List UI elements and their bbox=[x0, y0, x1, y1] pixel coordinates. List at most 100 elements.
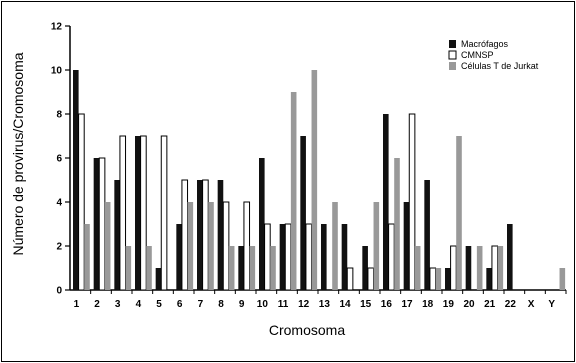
bar-c-lulas-t-de-jurkat-16 bbox=[394, 158, 400, 290]
bar-cmnsp-4 bbox=[140, 135, 147, 291]
x-tick-label: 17 bbox=[401, 299, 413, 310]
bar-cmnsp-2 bbox=[98, 157, 106, 291]
bar-cmnsp-3 bbox=[119, 135, 127, 291]
bar-c-lulas-t-de-jurkat-7 bbox=[208, 202, 214, 290]
bar-macr-fagos-5 bbox=[155, 268, 162, 290]
x-tick-label: 6 bbox=[177, 299, 183, 310]
y-tick-label: 6 bbox=[56, 154, 62, 165]
axes bbox=[65, 25, 567, 294]
x-tick-label: 14 bbox=[339, 299, 351, 310]
bar-c-lulas-t-de-jurkat-1 bbox=[84, 224, 90, 290]
legend-swatch bbox=[449, 62, 456, 70]
bar-macr-fagos-14 bbox=[341, 224, 348, 290]
legend-swatch bbox=[449, 40, 456, 48]
legend-label: Células T de Jurkat bbox=[461, 61, 539, 71]
x-tick-label: 16 bbox=[381, 299, 393, 310]
y-axis-label: Número de provirus/Cromosoma bbox=[10, 52, 26, 255]
x-tick-label: 19 bbox=[443, 299, 455, 310]
bar-cmnsp-16 bbox=[388, 223, 395, 291]
x-tick-label: 10 bbox=[257, 299, 269, 310]
x-tick-label: 21 bbox=[484, 299, 496, 310]
bar-cmnsp-19 bbox=[450, 245, 457, 291]
x-axis-label: Cromosoma bbox=[269, 322, 345, 338]
bar-cmnsp-21 bbox=[491, 245, 499, 291]
bar-macr-fagos-17 bbox=[403, 202, 410, 290]
y-tick-label: 0 bbox=[56, 286, 62, 297]
bar-c-lulas-t-de-jurkat-6 bbox=[187, 202, 194, 290]
x-tick-label: 4 bbox=[136, 299, 142, 310]
x-tick-label: 9 bbox=[239, 299, 245, 310]
bar-cmnsp-12 bbox=[305, 223, 313, 291]
legend-swatch bbox=[448, 50, 457, 60]
bar-c-lulas-t-de-jurkat-17 bbox=[414, 246, 421, 290]
bar-c-lulas-t-de-jurkat-12 bbox=[311, 70, 318, 290]
bar-c-lulas-t-de-jurkat-21 bbox=[497, 246, 504, 290]
x-tick-label: 18 bbox=[422, 299, 434, 310]
x-tick-label: 3 bbox=[115, 299, 121, 310]
x-tick-label: 20 bbox=[463, 299, 475, 310]
bar-cmnsp-14 bbox=[346, 267, 354, 291]
bars bbox=[73, 70, 566, 291]
bar-macr-fagos-6 bbox=[176, 224, 182, 290]
x-tick-label: 1 bbox=[74, 299, 80, 310]
bar-macr-fagos-22 bbox=[507, 224, 513, 290]
bar-cmnsp-5 bbox=[160, 135, 168, 291]
bar-cmnsp-9 bbox=[243, 201, 251, 291]
bar-macr-fagos-4 bbox=[135, 136, 141, 290]
y-tick-label: 12 bbox=[51, 22, 63, 33]
bar-macr-fagos-7 bbox=[197, 180, 203, 290]
bar-macr-fagos-8 bbox=[217, 180, 224, 290]
bar-macr-fagos-15 bbox=[362, 246, 368, 290]
x-tick-label: X bbox=[528, 299, 535, 310]
bar-c-lulas-t-de-jurkat-20 bbox=[476, 246, 483, 290]
bar-c-lulas-t-de-jurkat-11 bbox=[290, 92, 297, 290]
bar-c-lulas-t-de-jurkat-19 bbox=[456, 136, 462, 290]
y-tick-label: 10 bbox=[51, 66, 63, 77]
bar-c-lulas-t-de-jurkat-9 bbox=[249, 246, 256, 290]
bar-cmnsp-17 bbox=[408, 113, 416, 291]
x-tick-label: 12 bbox=[298, 299, 310, 310]
bar-macr-fagos-21 bbox=[486, 268, 492, 290]
bar-c-lulas-t-de-jurkat-3 bbox=[125, 246, 132, 290]
bar-macr-fagos-2 bbox=[93, 158, 100, 290]
bar-c-lulas-t-de-jurkat-10 bbox=[270, 246, 276, 290]
legend-label: CMNSP bbox=[461, 50, 494, 60]
bar-macr-fagos-19 bbox=[445, 268, 451, 290]
bar-macr-fagos-11 bbox=[279, 224, 286, 290]
x-tick-label: Y bbox=[548, 299, 555, 310]
x-tick-label: 15 bbox=[360, 299, 372, 310]
bar-cmnsp-11 bbox=[284, 223, 292, 291]
bar-macr-fagos-10 bbox=[259, 158, 265, 290]
bar-macr-fagos-12 bbox=[300, 136, 306, 290]
bar-macr-fagos-3 bbox=[114, 180, 120, 290]
bar-cmnsp-18 bbox=[429, 267, 437, 291]
bar-c-lulas-t-de-jurkat-8 bbox=[228, 246, 235, 290]
bar-macr-fagos-16 bbox=[383, 114, 389, 290]
bar-macr-fagos-13 bbox=[321, 224, 327, 290]
bar-c-lulas-t-de-jurkat-2 bbox=[104, 202, 111, 290]
bar-cmnsp-1 bbox=[78, 113, 85, 291]
bar-c-lulas-t-de-jurkat-13 bbox=[332, 202, 338, 290]
x-tick-label: 11 bbox=[278, 299, 289, 310]
bar-macr-fagos-1 bbox=[73, 70, 79, 290]
bar-macr-fagos-9 bbox=[238, 246, 244, 290]
bar-cmnsp-7 bbox=[202, 179, 209, 291]
bar-c-lulas-t-de-jurkat-4 bbox=[146, 246, 152, 290]
x-tick-label: 7 bbox=[198, 299, 204, 310]
bar-c-lulas-t-de-jurkat-15 bbox=[373, 202, 380, 290]
y-tick-label: 8 bbox=[56, 110, 62, 121]
bar-c-lulas-t-de-jurkat-y bbox=[559, 268, 566, 290]
y-tick-label: 4 bbox=[56, 198, 62, 209]
x-tick-label: 22 bbox=[505, 299, 517, 310]
bar-macr-fagos-20 bbox=[465, 246, 472, 290]
x-tick-label: 5 bbox=[156, 299, 162, 310]
bar-cmnsp-8 bbox=[222, 201, 230, 291]
x-tick-label: 13 bbox=[319, 299, 331, 310]
y-tick-label: 2 bbox=[56, 242, 62, 253]
bar-cmnsp-6 bbox=[181, 179, 189, 291]
bar-cmnsp-10 bbox=[264, 223, 271, 291]
